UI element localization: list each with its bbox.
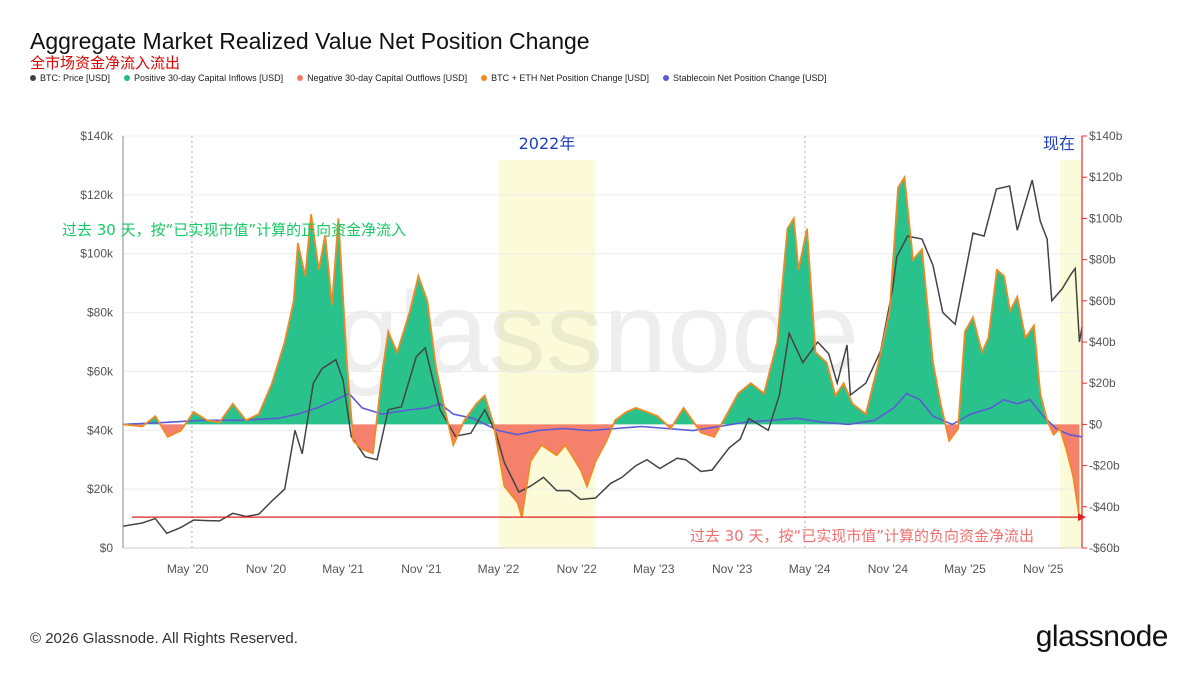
legend-item-positive-inflows[interactable]: Positive 30-day Capital Inflows [USD]	[124, 73, 283, 83]
chart-title: Aggregate Market Realized Value Net Posi…	[30, 28, 590, 54]
brand-logo: glassnode	[1035, 620, 1169, 653]
legend-dot-stablecoin-net	[662, 75, 669, 81]
legend-dot-positive-inflows	[124, 75, 131, 81]
right-tick-label-8: $100b	[1089, 211, 1123, 225]
x-tick-label-11: Nov '25	[1023, 562, 1064, 576]
right-tick-label-2: -$20b	[1089, 459, 1120, 473]
legend-label-positive-inflows: Positive 30-day Capital Inflows [USD]	[134, 73, 284, 83]
x-tick-label-8: May '24	[789, 562, 831, 576]
right-tick-label-4: $20b	[1089, 376, 1116, 390]
legend-dot-btc-price	[30, 75, 36, 81]
left-tick-label-7: $140k	[80, 129, 114, 143]
x-tick-label-1: Nov '20	[246, 562, 287, 576]
x-tick-label-2: May '21	[322, 562, 364, 576]
legend-label-btc-eth-net: BTC + ETH Net Position Change [USD]	[491, 73, 649, 83]
right-tick-label-9: $120b	[1089, 170, 1123, 184]
stablecoin-net-line	[122, 392, 1083, 438]
left-tick-label-4: $80k	[87, 306, 114, 320]
x-tick-label-0: May '20	[167, 562, 209, 576]
annotation-outflow-note: 过去 30 天，按“已实现市值”计算的负向资金净流出	[690, 527, 1034, 545]
legend-item-btc-price[interactable]: BTC: Price [USD]	[30, 73, 110, 83]
x-tick-label-4: May '22	[478, 562, 520, 576]
negative-outflows-area	[123, 424, 1080, 518]
annotation-inflow-note: 过去 30 天，按“已实现市值”计算的正向资金净流入	[62, 221, 406, 239]
annotation-2022: 2022年	[519, 134, 576, 153]
legend: BTC: Price [USD] Positive 30-day Capital…	[30, 73, 827, 83]
legend-label-btc-price: BTC: Price [USD]	[40, 73, 111, 83]
left-tick-label-3: $60k	[87, 364, 114, 378]
btc-price-line	[122, 179, 1083, 535]
annotation-now: 现在	[1043, 134, 1075, 153]
left-tick-label-6: $120k	[80, 188, 114, 202]
right-tick-label-10: $140b	[1089, 129, 1123, 143]
right-tick-label-6: $60b	[1089, 294, 1116, 308]
x-tick-label-5: Nov '22	[557, 562, 598, 576]
right-tick-label-5: $40b	[1089, 335, 1116, 349]
legend-item-btc-eth-net[interactable]: BTC + ETH Net Position Change [USD]	[481, 73, 649, 83]
reference-arrowhead	[1078, 513, 1086, 522]
chart-subtitle: 全市场资金净流入流出	[30, 55, 181, 72]
legend-label-negative-outflows: Negative 30-day Capital Outflows [USD]	[307, 73, 468, 83]
legend-label-stablecoin-net: Stablecoin Net Position Change [USD]	[672, 73, 827, 83]
positive-inflows-area	[123, 177, 1080, 425]
copyright: © 2026 Glassnode. All Rights Reserved.	[30, 630, 298, 647]
legend-dot-negative-outflows	[297, 75, 304, 81]
x-tick-label-10: May '25	[944, 562, 986, 576]
left-tick-label-2: $40k	[87, 423, 114, 437]
right-tick-label-7: $80b	[1089, 253, 1116, 267]
x-tick-label-6: May '23	[633, 562, 675, 576]
legend-dot-btc-eth-net	[481, 75, 488, 81]
left-tick-label-0: $0	[100, 541, 114, 555]
left-tick-label-5: $100k	[80, 247, 114, 261]
x-tick-label-3: Nov '21	[401, 562, 442, 576]
legend-item-stablecoin-net[interactable]: Stablecoin Net Position Change [USD]	[662, 73, 827, 83]
right-tick-label-0: -$60b	[1089, 541, 1120, 555]
x-tick-label-7: Nov '23	[712, 562, 753, 576]
x-tick-label-9: Nov '24	[868, 562, 909, 576]
right-tick-label-1: -$40b	[1089, 500, 1120, 514]
right-tick-label-3: $0	[1089, 417, 1103, 431]
left-tick-label-1: $20k	[87, 482, 114, 496]
legend-item-negative-outflows[interactable]: Negative 30-day Capital Outflows [USD]	[297, 73, 467, 83]
btc-eth-net-line	[122, 174, 1081, 518]
